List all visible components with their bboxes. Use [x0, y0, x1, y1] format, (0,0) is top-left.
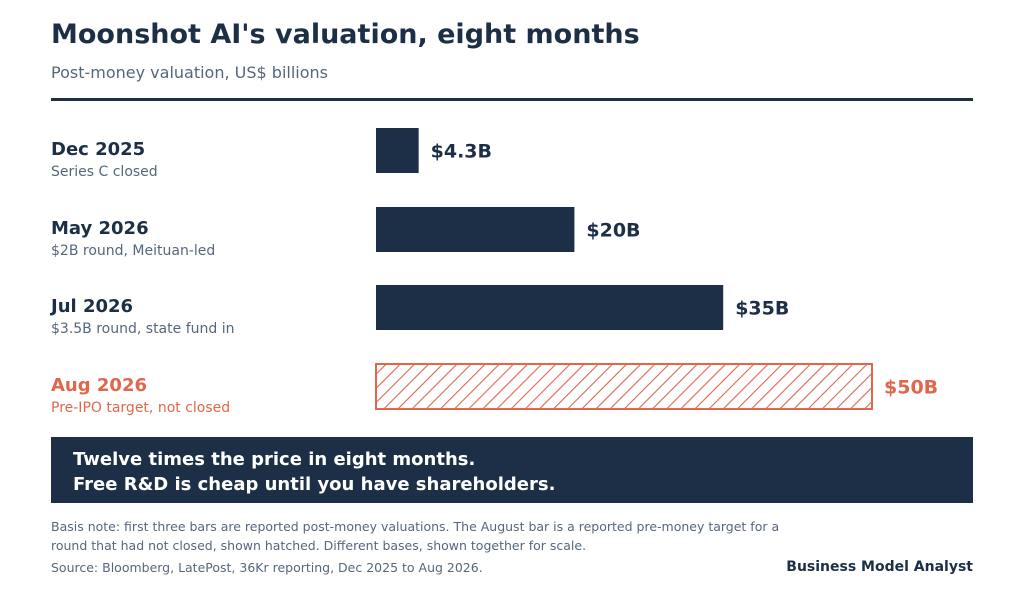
brand-label: Business Model Analyst [786, 559, 973, 575]
callout-box: Twelve times the price in eight months. … [51, 437, 973, 503]
bar-may-2026 [376, 207, 575, 252]
bar-aug-2026 [375, 363, 873, 410]
row-label-dec-2025: Dec 2025 Series C closed [51, 139, 158, 181]
bar-jul-2026 [376, 285, 724, 330]
row-label-aug-2026: Aug 2026 Pre-IPO target, not closed [51, 375, 230, 417]
chart-subtitle: Post-money valuation, US$ billions [51, 63, 328, 82]
row-label-may-2026: May 2026 $2B round, Meituan-led [51, 218, 215, 260]
row-note: Series C closed [51, 164, 158, 180]
row-period: Aug 2026 [51, 375, 147, 396]
value-label-may-2026: $20B [586, 220, 640, 242]
value-label-aug-2026: $50B [884, 377, 938, 399]
row-note: $3.5B round, state fund in [51, 321, 235, 337]
bar-dec-2025 [376, 128, 419, 173]
row-note: Pre-IPO target, not closed [51, 400, 231, 416]
callout-line-2: Free R&D is cheap until you have shareho… [73, 474, 556, 495]
source-note: Source: Bloomberg, LatePost, 36Kr report… [51, 560, 483, 575]
value-label-dec-2025: $4.3B [431, 141, 492, 163]
row-period: Jul 2026 [51, 296, 134, 317]
chart-title: Moonshot AI's valuation, eight months [51, 19, 640, 50]
basis-note: Basis note: first three bars are reporte… [51, 519, 780, 553]
row-period: May 2026 [51, 218, 149, 239]
value-label-jul-2026: $35B [735, 298, 789, 320]
header-divider [51, 98, 973, 101]
row-note: $2B round, Meituan-led [51, 243, 216, 259]
callout-line-1: Twelve times the price in eight months. [73, 449, 476, 470]
row-period: Dec 2025 [51, 139, 146, 160]
row-label-jul-2026: Jul 2026 $3.5B round, state fund in [51, 296, 234, 338]
